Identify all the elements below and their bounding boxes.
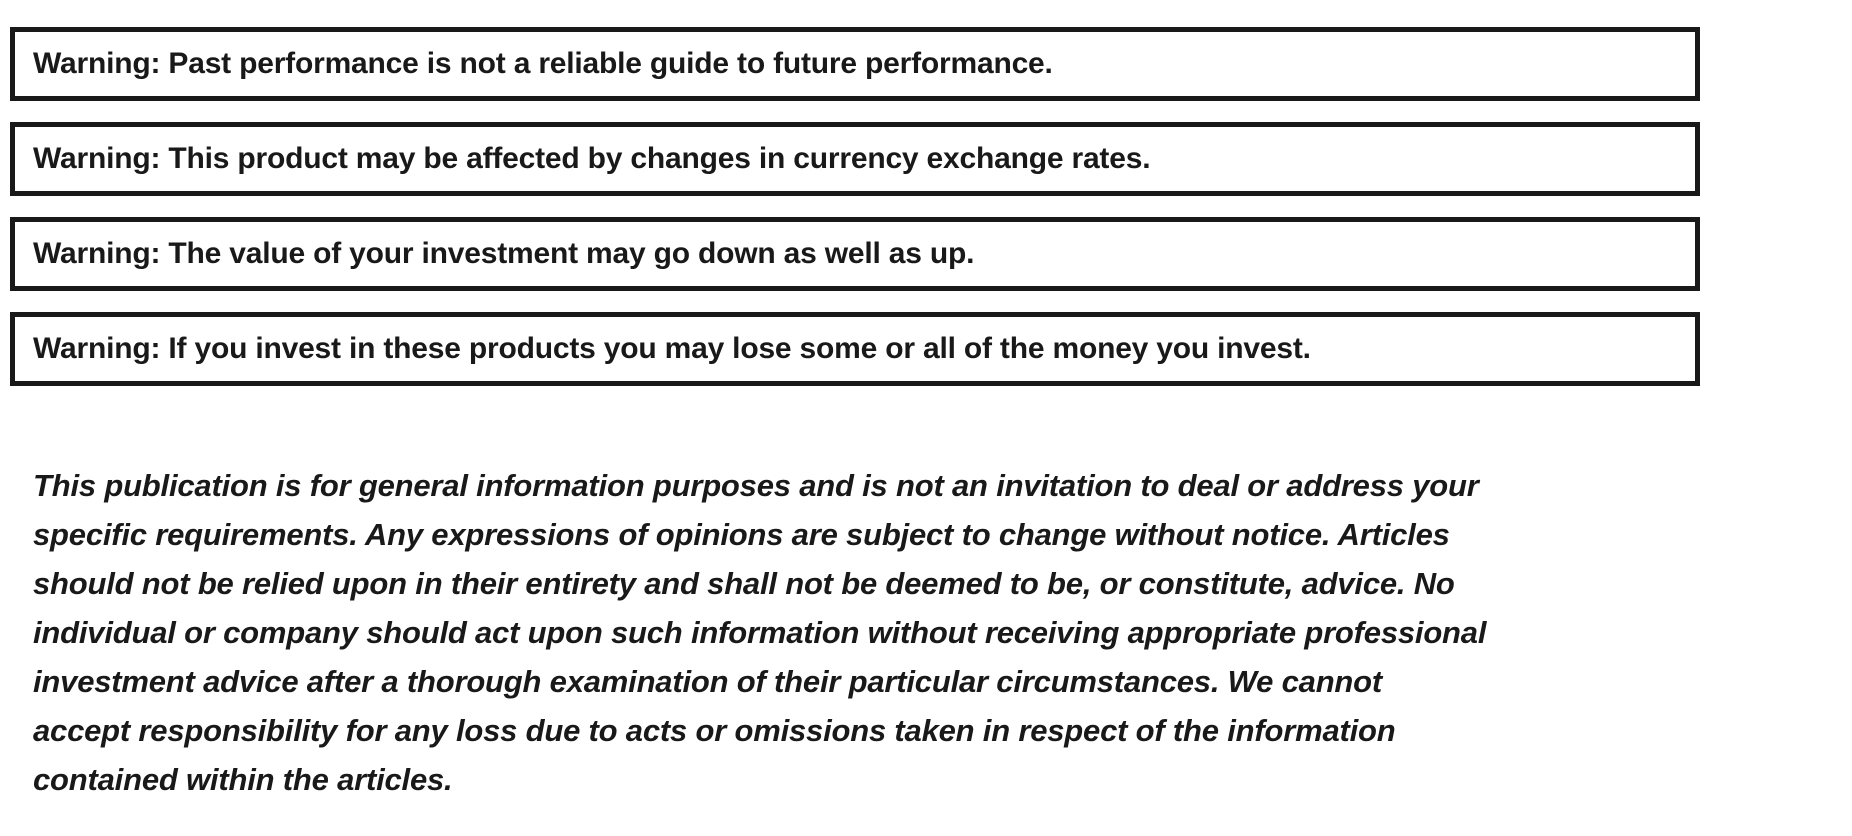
disclaimer-line: investment advice after a thorough exami…	[33, 664, 1383, 699]
warning-text-currency-exchange: Warning: This product may be affected by…	[33, 142, 1151, 175]
warning-box-past-performance: Warning: Past performance is not a relia…	[10, 27, 1700, 101]
warning-text-lose-money: Warning: If you invest in these products…	[33, 332, 1311, 365]
disclaimer-line: individual or company should act upon su…	[33, 615, 1487, 650]
warning-text-past-performance: Warning: Past performance is not a relia…	[33, 47, 1053, 80]
disclaimer-line: accept responsibility for any loss due t…	[33, 713, 1396, 748]
disclaimer-line: should not be relied upon in their entir…	[33, 566, 1455, 601]
disclaimer-line: specific requirements. Any expressions o…	[33, 517, 1450, 552]
disclaimer-line: contained within the articles.	[33, 762, 453, 797]
disclaimer-line: This publication is for general informat…	[33, 468, 1479, 503]
warning-box-lose-money: Warning: If you invest in these products…	[10, 312, 1700, 386]
warning-text-value-down-up: Warning: The value of your investment ma…	[33, 237, 975, 270]
disclaimer-paragraph: This publication is for general informat…	[33, 461, 1852, 804]
warning-box-value-down-up: Warning: The value of your investment ma…	[10, 217, 1700, 291]
warning-box-currency-exchange: Warning: This product may be affected by…	[10, 122, 1700, 196]
